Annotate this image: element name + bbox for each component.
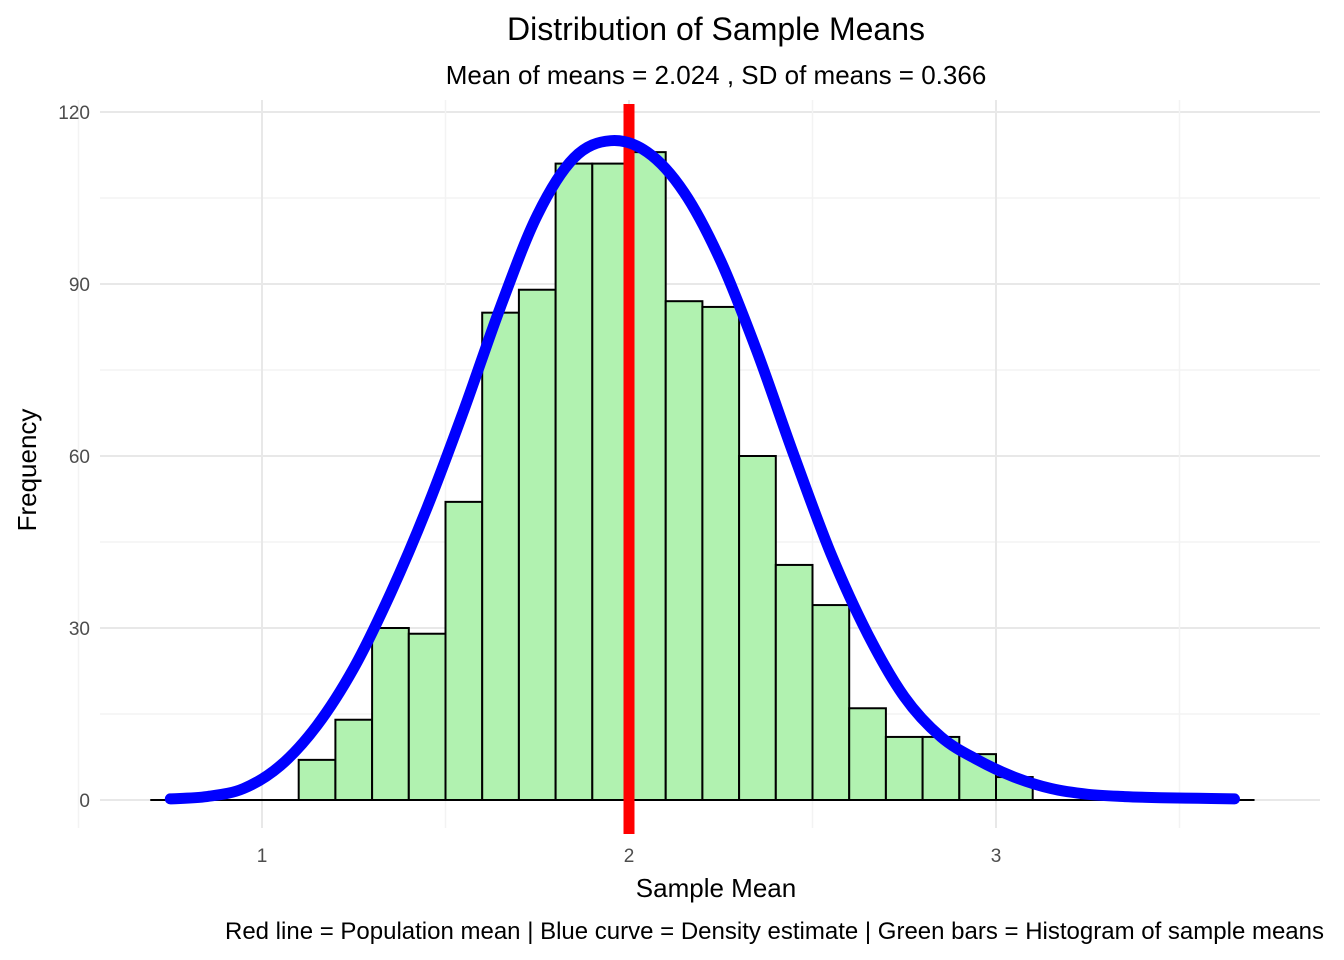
y-tick-label: 90 bbox=[69, 275, 90, 296]
y-tick-label: 30 bbox=[69, 619, 90, 640]
chart-title: Distribution of Sample Means bbox=[507, 11, 925, 47]
histogram-bar bbox=[664, 300, 704, 801]
y-axis-ticks: 0 30 60 90 120 bbox=[58, 103, 90, 812]
histogram-bar bbox=[591, 162, 630, 802]
histogram-bar bbox=[481, 311, 520, 801]
x-tick-label: 2 bbox=[624, 846, 635, 867]
x-axis-title: Sample Mean bbox=[636, 873, 796, 903]
histogram-bar bbox=[334, 718, 374, 802]
histogram-bar bbox=[848, 707, 887, 801]
x-tick-label: 3 bbox=[991, 846, 1002, 867]
x-tick-label: 1 bbox=[257, 846, 268, 867]
y-axis-title: Frequency bbox=[12, 409, 42, 532]
y-tick-label: 0 bbox=[79, 791, 90, 812]
y-tick-label: 120 bbox=[58, 103, 90, 124]
histogram-bar bbox=[701, 305, 741, 801]
histogram-bar bbox=[444, 500, 484, 801]
histogram-bar bbox=[517, 288, 557, 801]
y-tick-label: 60 bbox=[69, 447, 90, 468]
x-axis-ticks: 1 2 3 bbox=[257, 846, 1002, 867]
histogram-bar bbox=[628, 151, 667, 801]
histogram-bars bbox=[297, 151, 1034, 802]
histogram-bar bbox=[554, 162, 594, 802]
histogram-bar bbox=[738, 455, 777, 801]
chart-caption: Red line = Population mean | Blue curve … bbox=[225, 918, 1324, 945]
histogram-bar bbox=[884, 735, 924, 802]
histogram-bar bbox=[774, 563, 814, 802]
histogram-bar bbox=[371, 627, 410, 801]
chart-subtitle: Mean of means = 2.024 , SD of means = 0.… bbox=[446, 60, 987, 90]
histogram-bar bbox=[407, 632, 447, 801]
histogram-bar bbox=[811, 604, 851, 801]
histogram-bar bbox=[297, 758, 337, 801]
density-curve bbox=[164, 135, 1240, 805]
